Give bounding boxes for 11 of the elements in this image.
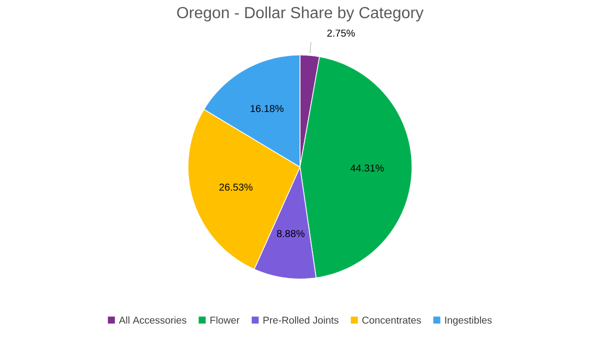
legend-label: Concentrates — [362, 316, 421, 324]
chart-title: Oregon - Dollar Share by Category — [177, 6, 424, 22]
legend-label: All Accessories — [118, 316, 186, 324]
data-label: 16.18% — [250, 104, 284, 112]
legend-label: Flower — [210, 316, 240, 324]
data-label: 2.75% — [327, 30, 355, 37]
data-label: 26.53% — [219, 184, 252, 191]
data-label: 8.88% — [276, 230, 305, 238]
legend-label: Ingestibles — [445, 316, 492, 326]
data-label: 44.31% — [350, 164, 384, 172]
legend-label: Pre-Rolled Joints — [264, 316, 338, 324]
